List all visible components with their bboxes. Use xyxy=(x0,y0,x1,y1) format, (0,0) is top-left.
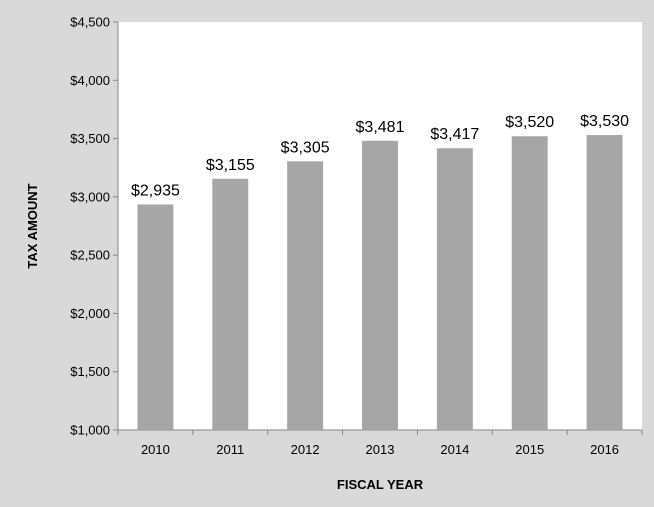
bar-2012 xyxy=(287,161,324,430)
x-axis-title: FISCAL YEAR xyxy=(337,477,424,492)
x-tick-label: 2014 xyxy=(440,442,469,457)
y-tick-label: $3,000 xyxy=(70,189,110,204)
y-axis-title: TAX AMOUNT xyxy=(25,183,40,268)
data-label: $2,935 xyxy=(131,182,180,199)
data-label: $3,155 xyxy=(206,157,255,174)
data-labels: $2,935 $3,155 $3,305 $3,481 $3,417 $3,520 $3,5… xyxy=(131,113,629,199)
bar-2013 xyxy=(362,140,398,430)
y-tick-label: $2,500 xyxy=(70,248,110,263)
y-tick-label: $4,500 xyxy=(70,15,110,30)
data-label: $3,481 xyxy=(356,119,405,136)
data-label: $3,417 xyxy=(430,126,479,143)
y-tick-label: $4,000 xyxy=(70,73,110,88)
bar-2011 xyxy=(212,178,249,430)
data-label: $3,305 xyxy=(281,139,330,156)
x-tick-label: 2016 xyxy=(590,442,619,457)
y-tick-label: $1,000 xyxy=(70,423,110,438)
y-tick-label: $1,500 xyxy=(70,364,110,379)
y-tick-label: $2,000 xyxy=(70,306,110,321)
x-tick-label: 2012 xyxy=(291,442,320,457)
y-axis: $1,000 $1,500 $2,000 $2,500 $3,000 $3,500 $4,0… xyxy=(70,15,119,438)
bar-2015 xyxy=(511,136,548,431)
data-label: $3,520 xyxy=(505,114,554,131)
data-label: $3,530 xyxy=(580,113,629,130)
x-tick-label: 2011 xyxy=(216,442,244,457)
y-tick-label: $3,500 xyxy=(70,131,110,146)
x-tick-label: 2013 xyxy=(366,442,395,457)
bar-2016 xyxy=(586,135,623,430)
x-axis: 2010 2011 2012 2013 2014 2015 2016 xyxy=(117,429,643,457)
bar-series xyxy=(137,135,623,431)
x-tick-label: 2015 xyxy=(515,442,544,457)
bar-2010 xyxy=(137,204,174,430)
x-tick-label: 2010 xyxy=(141,442,170,457)
bar-2014 xyxy=(436,148,473,430)
